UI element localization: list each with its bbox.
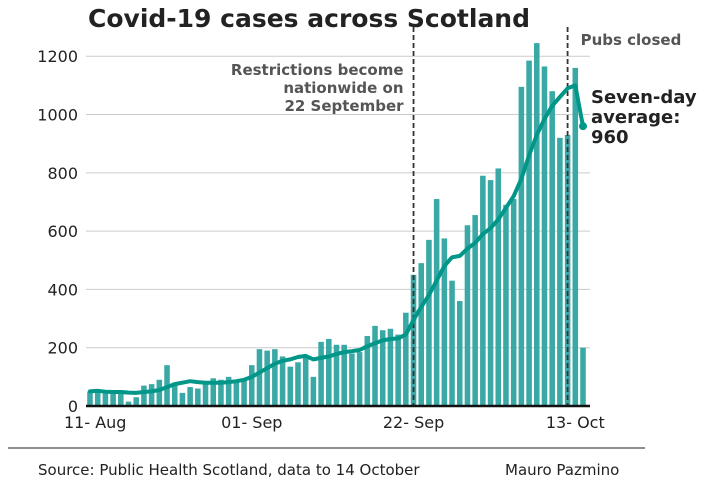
y-tick-label: 400 [47, 280, 78, 299]
restrictions-annotation: 22 September [284, 97, 404, 115]
bar [287, 366, 294, 406]
bar [302, 357, 309, 406]
bar [233, 381, 240, 406]
bar [125, 401, 132, 406]
average-callout-line: 960 [591, 127, 629, 148]
bar [341, 344, 347, 406]
y-tick-label: 200 [47, 339, 78, 358]
bar [310, 376, 317, 406]
bar [148, 384, 155, 406]
y-tick-label: 600 [47, 222, 78, 241]
event-lines [412, 27, 569, 406]
bar [241, 379, 247, 406]
y-tick-label: 1000 [37, 106, 78, 125]
bar [403, 312, 409, 406]
bar [557, 137, 563, 406]
bar [580, 347, 586, 406]
bar [418, 263, 425, 406]
bar [349, 353, 355, 406]
bar [225, 376, 232, 406]
average-line [88, 83, 585, 395]
bar [433, 199, 440, 406]
bar [526, 60, 532, 407]
bar [534, 43, 540, 407]
x-tick-label: 11- Aug [64, 413, 126, 432]
bar [195, 388, 201, 406]
bar [264, 350, 270, 406]
y-tick-label: 1200 [37, 47, 78, 66]
bar [102, 392, 109, 406]
bar [456, 301, 463, 406]
restrictions-annotation: Restrictions become [231, 61, 404, 79]
bar [549, 91, 555, 407]
bar [171, 382, 178, 406]
bar [87, 391, 93, 406]
average-callout-line: average: [591, 107, 680, 128]
bar [472, 215, 478, 406]
bar [364, 336, 371, 406]
bar [141, 385, 147, 406]
bar [179, 392, 186, 406]
author-credit: Mauro Pazmino [505, 461, 619, 479]
y-tick-label: 0 [68, 397, 78, 416]
bar [256, 349, 263, 406]
bar [156, 379, 163, 406]
daily-case-bars [87, 43, 586, 407]
bar [218, 379, 224, 406]
bar [318, 341, 324, 406]
bar [295, 362, 301, 406]
bar [518, 86, 525, 406]
bar [449, 280, 455, 406]
bar [272, 349, 278, 406]
bar [510, 199, 517, 406]
y-tick-label: 800 [47, 164, 78, 183]
bar [572, 67, 579, 406]
bar [464, 225, 471, 406]
bar [495, 168, 502, 406]
bar [387, 328, 394, 406]
x-tick-label: 01- Sep [221, 413, 282, 432]
bar [94, 389, 101, 406]
pubs-closed-annotation: Pubs closed [581, 31, 682, 49]
bar [110, 391, 116, 406]
bar [356, 352, 363, 406]
bar [372, 325, 378, 406]
bar [133, 397, 139, 406]
bar [326, 338, 332, 406]
bar [279, 356, 286, 406]
x-tick-label: 13- Oct [546, 413, 605, 432]
bar [541, 66, 548, 406]
bar [441, 238, 448, 406]
bar [503, 204, 509, 406]
y-axis-ticks: 0 200 400 600 800 1000 1200 [37, 47, 78, 416]
bar [480, 175, 486, 406]
bar [118, 392, 124, 406]
chart-title: Covid-19 cases across Scotland [88, 4, 530, 33]
restrictions-annotation: nationwide on [283, 79, 403, 97]
bar [379, 330, 386, 406]
bar [426, 239, 432, 406]
seven-day-average [88, 83, 587, 395]
x-tick-label: 22- Sep [383, 413, 444, 432]
bar [202, 384, 209, 406]
bar [487, 180, 494, 406]
bar [333, 344, 340, 406]
bar [395, 334, 401, 406]
average-callout-line: Seven-day [591, 87, 697, 108]
average-endpoint [579, 122, 587, 131]
bar [248, 365, 255, 406]
bar [210, 378, 217, 406]
x-axis-ticks: 11- Aug 01- Sep 22- Sep 13- Oct [64, 413, 605, 432]
source-note: Source: Public Health Scotland, data to … [38, 461, 420, 479]
bar [187, 387, 193, 406]
